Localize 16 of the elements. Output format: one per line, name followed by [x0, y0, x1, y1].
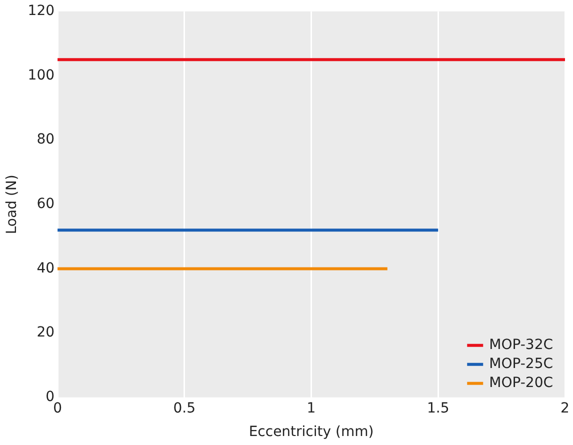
- x-axis-title: Eccentricity (mm): [248, 424, 374, 440]
- y-tick-label: 120: [28, 3, 55, 20]
- y-axis-title: Load (N): [4, 174, 20, 234]
- y-tick-label: 100: [28, 67, 55, 84]
- x-tick-label: 0.5: [173, 400, 196, 416]
- y-tick-label: 20: [36, 324, 55, 341]
- x-tick-label: 2: [560, 400, 570, 416]
- y-tick-label: 0: [46, 389, 55, 406]
- legend-label: MOP-32C: [489, 337, 554, 354]
- legend-label: MOP-25C: [489, 356, 554, 372]
- x-tick-label: 1.5: [427, 400, 450, 416]
- x-tick-label: 1: [306, 400, 316, 416]
- y-tick-label: 60: [36, 196, 55, 212]
- y-tick-label: 40: [36, 260, 55, 276]
- y-tick-label: 80: [36, 132, 55, 148]
- legend-label: MOP-20C: [489, 375, 554, 392]
